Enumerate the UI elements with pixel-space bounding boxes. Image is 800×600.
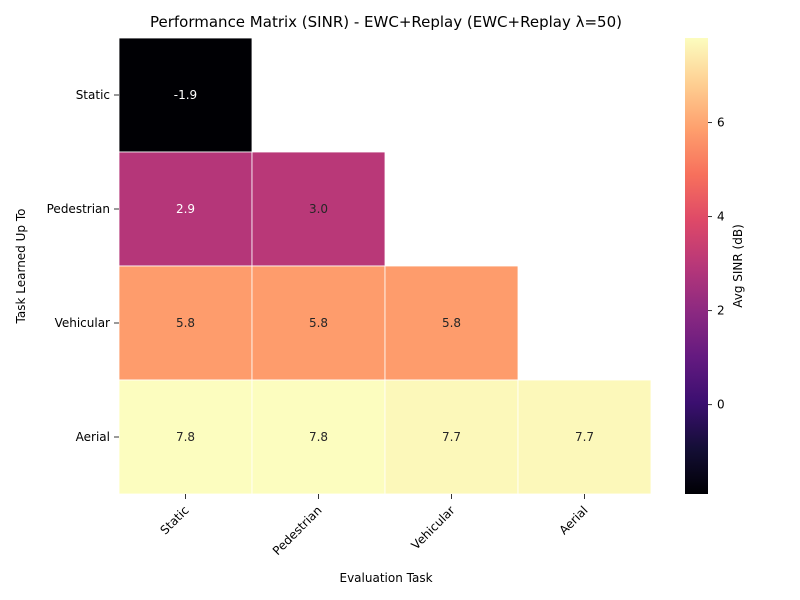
cell-value-label: 5.8 xyxy=(309,316,328,330)
cell-value-label: 7.8 xyxy=(309,430,328,444)
cell-value-label: 5.8 xyxy=(442,316,461,330)
x-tick-label: Pedestrian xyxy=(270,503,325,558)
cell-value-label: 7.7 xyxy=(442,430,461,444)
cell-value-label: 2.9 xyxy=(176,202,195,216)
y-tick-label: Static xyxy=(76,88,110,102)
cell-value-label: 5.8 xyxy=(176,316,195,330)
y-tick-label: Pedestrian xyxy=(47,202,110,216)
colorbar-tick-label: 4 xyxy=(717,210,725,224)
x-axis: Static Pedestrian Vehicular Aerial xyxy=(157,494,591,558)
x-axis-label: Evaluation Task xyxy=(339,571,432,585)
colorbar-label: Avg SINR (dB) xyxy=(731,224,745,308)
heatmap-cell xyxy=(118,379,253,495)
heatmap-cells: -1.9 2.9 3.0 5.8 5.8 5.8 7.8 7.8 7.7 7.7 xyxy=(118,37,652,495)
chart-title: Performance Matrix (SINR) - EWC+Replay (… xyxy=(150,13,622,31)
colorbar-tick-label: 2 xyxy=(717,304,725,318)
cell-value-label: -1.9 xyxy=(174,88,197,102)
cell-value-label: 7.8 xyxy=(176,430,195,444)
x-tick-label: Aerial xyxy=(556,503,590,537)
y-tick-label: Aerial xyxy=(76,430,110,444)
x-tick-label: Static xyxy=(157,503,191,537)
colorbar-tick-label: 0 xyxy=(717,398,725,412)
heatmap-cell xyxy=(251,265,386,381)
heatmap-cell xyxy=(251,151,386,267)
cell-value-label: 3.0 xyxy=(309,202,328,216)
y-axis: Static Pedestrian Vehicular Aerial xyxy=(47,88,119,444)
colorbar: 0 2 4 6 xyxy=(685,38,725,494)
colorbar-gradient xyxy=(685,38,708,494)
heatmap-cell xyxy=(384,265,519,381)
heatmap-cell xyxy=(517,379,652,495)
heatmap-cell xyxy=(251,379,386,495)
x-tick-label: Vehicular xyxy=(409,503,458,552)
y-axis-label: Task Learned Up To xyxy=(14,209,28,325)
cell-value-label: 7.7 xyxy=(575,430,594,444)
heatmap-cell xyxy=(118,265,253,381)
heatmap-cell xyxy=(118,151,253,267)
colorbar-tick-label: 6 xyxy=(717,116,725,130)
y-tick-label: Vehicular xyxy=(55,316,110,330)
heatmap-cell xyxy=(118,37,253,153)
